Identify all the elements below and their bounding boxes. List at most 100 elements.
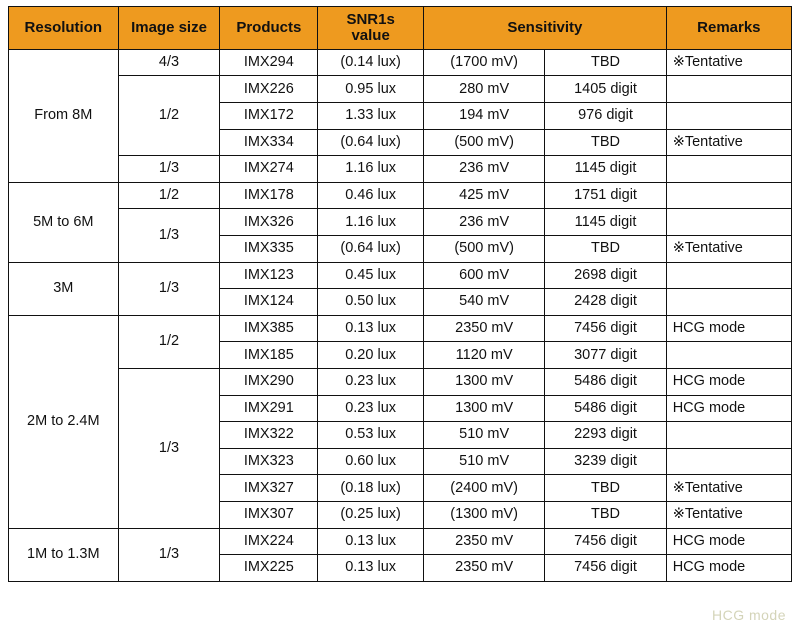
cell-snr: 0.20 lux (318, 342, 424, 369)
cell-snr: 1.33 lux (318, 103, 424, 130)
header-sensitivity: Sensitivity (423, 7, 666, 50)
table-row: 1/3IMX2900.23 lux1300 mV5486 digitHCG mo… (9, 369, 792, 396)
cell-product: IMX226 (220, 76, 318, 103)
cell-remarks (666, 289, 791, 316)
cell-sensitivity-mv: (1700 mV) (423, 49, 544, 76)
cell-sensitivity-digit: 1145 digit (545, 209, 666, 236)
cell-product: IMX385 (220, 315, 318, 342)
cell-remarks: HCG mode (666, 369, 791, 396)
cell-sensitivity-digit: TBD (545, 236, 666, 263)
cell-snr: (0.18 lux) (318, 475, 424, 502)
table-row: 1/3IMX2741.16 lux236 mV1145 digit (9, 156, 792, 183)
cell-snr: 0.23 lux (318, 369, 424, 396)
table-header: Resolution Image size Products SNR1svalu… (9, 7, 792, 50)
cell-product: IMX172 (220, 103, 318, 130)
cell-remarks (666, 156, 791, 183)
cell-image-size: 1/3 (118, 369, 220, 529)
cell-sensitivity-digit: 2293 digit (545, 422, 666, 449)
cell-remarks: HCG mode (666, 395, 791, 422)
cell-sensitivity-digit: 3239 digit (545, 448, 666, 475)
cell-sensitivity-digit: 2428 digit (545, 289, 666, 316)
cell-image-size: 1/3 (118, 209, 220, 262)
cell-product: IMX323 (220, 448, 318, 475)
cell-snr: 0.95 lux (318, 76, 424, 103)
cell-product: IMX274 (220, 156, 318, 183)
cell-sensitivity-mv: 236 mV (423, 209, 544, 236)
cell-snr: 0.13 lux (318, 315, 424, 342)
cell-remarks (666, 182, 791, 209)
cell-product: IMX178 (220, 182, 318, 209)
cell-sensitivity-digit: TBD (545, 49, 666, 76)
cell-resolution: 2M to 2.4M (9, 315, 119, 528)
cell-snr: 0.13 lux (318, 555, 424, 582)
cell-remarks (666, 448, 791, 475)
cell-sensitivity-digit: 976 digit (545, 103, 666, 130)
cell-product: IMX327 (220, 475, 318, 502)
table-row: 2M to 2.4M1/2IMX3850.13 lux2350 mV7456 d… (9, 315, 792, 342)
cell-snr: 0.23 lux (318, 395, 424, 422)
cell-snr: 1.16 lux (318, 209, 424, 236)
cell-sensitivity-mv: 540 mV (423, 289, 544, 316)
cell-sensitivity-mv: 510 mV (423, 448, 544, 475)
cell-remarks: ※Tentative (666, 475, 791, 502)
cell-product: IMX185 (220, 342, 318, 369)
sensor-table: Resolution Image size Products SNR1svalu… (8, 6, 792, 582)
cell-image-size: 1/2 (118, 182, 220, 209)
cell-image-size: 1/3 (118, 528, 220, 581)
cell-sensitivity-digit: TBD (545, 129, 666, 156)
cell-product: IMX322 (220, 422, 318, 449)
cell-sensitivity-digit: 7456 digit (545, 555, 666, 582)
cell-product: IMX290 (220, 369, 318, 396)
cell-product: IMX291 (220, 395, 318, 422)
cell-sensitivity-mv: 194 mV (423, 103, 544, 130)
cell-remarks: ※Tentative (666, 501, 791, 528)
cell-product: IMX294 (220, 49, 318, 76)
cell-sensitivity-mv: 236 mV (423, 156, 544, 183)
cell-sensitivity-mv: 2350 mV (423, 315, 544, 342)
cell-sensitivity-digit: 7456 digit (545, 528, 666, 555)
cell-resolution: 1M to 1.3M (9, 528, 119, 581)
cell-product: IMX225 (220, 555, 318, 582)
cell-sensitivity-mv: (500 mV) (423, 236, 544, 263)
cell-sensitivity-mv: 600 mV (423, 262, 544, 289)
cell-remarks: HCG mode (666, 315, 791, 342)
cell-image-size: 1/3 (118, 156, 220, 183)
cell-snr: 0.45 lux (318, 262, 424, 289)
table-row: 5M to 6M1/2IMX1780.46 lux425 mV1751 digi… (9, 182, 792, 209)
cell-remarks (666, 262, 791, 289)
table-row: 3M1/3IMX1230.45 lux600 mV2698 digit (9, 262, 792, 289)
cell-sensitivity-mv: 2350 mV (423, 555, 544, 582)
cell-sensitivity-mv: (1300 mV) (423, 501, 544, 528)
cell-snr: 0.46 lux (318, 182, 424, 209)
cell-sensitivity-mv: 1300 mV (423, 369, 544, 396)
cell-snr: 0.60 lux (318, 448, 424, 475)
cell-product: IMX123 (220, 262, 318, 289)
cell-sensitivity-digit: 5486 digit (545, 395, 666, 422)
cell-image-size: 1/2 (118, 315, 220, 368)
header-remarks: Remarks (666, 7, 791, 50)
header-resolution: Resolution (9, 7, 119, 50)
cell-sensitivity-digit: TBD (545, 501, 666, 528)
table-row: 1/2IMX2260.95 lux280 mV1405 digit (9, 76, 792, 103)
cell-sensitivity-digit: 5486 digit (545, 369, 666, 396)
cell-sensitivity-digit: 2698 digit (545, 262, 666, 289)
cell-sensitivity-mv: (500 mV) (423, 129, 544, 156)
cell-remarks: HCG mode (666, 555, 791, 582)
cell-resolution: 3M (9, 262, 119, 315)
table-row: 1M to 1.3M1/3IMX2240.13 lux2350 mV7456 d… (9, 528, 792, 555)
cell-product: IMX334 (220, 129, 318, 156)
header-products: Products (220, 7, 318, 50)
cell-snr: 1.16 lux (318, 156, 424, 183)
cell-snr: 0.13 lux (318, 528, 424, 555)
cell-image-size: 1/3 (118, 262, 220, 315)
cell-product: IMX307 (220, 501, 318, 528)
cell-product: IMX335 (220, 236, 318, 263)
cell-remarks: ※Tentative (666, 129, 791, 156)
cell-remarks: ※Tentative (666, 49, 791, 76)
cell-remarks (666, 342, 791, 369)
cell-remarks (666, 76, 791, 103)
cell-snr: 0.53 lux (318, 422, 424, 449)
cell-sensitivity-digit: 1145 digit (545, 156, 666, 183)
cell-remarks: HCG mode (666, 528, 791, 555)
cell-sensitivity-mv: 1120 mV (423, 342, 544, 369)
